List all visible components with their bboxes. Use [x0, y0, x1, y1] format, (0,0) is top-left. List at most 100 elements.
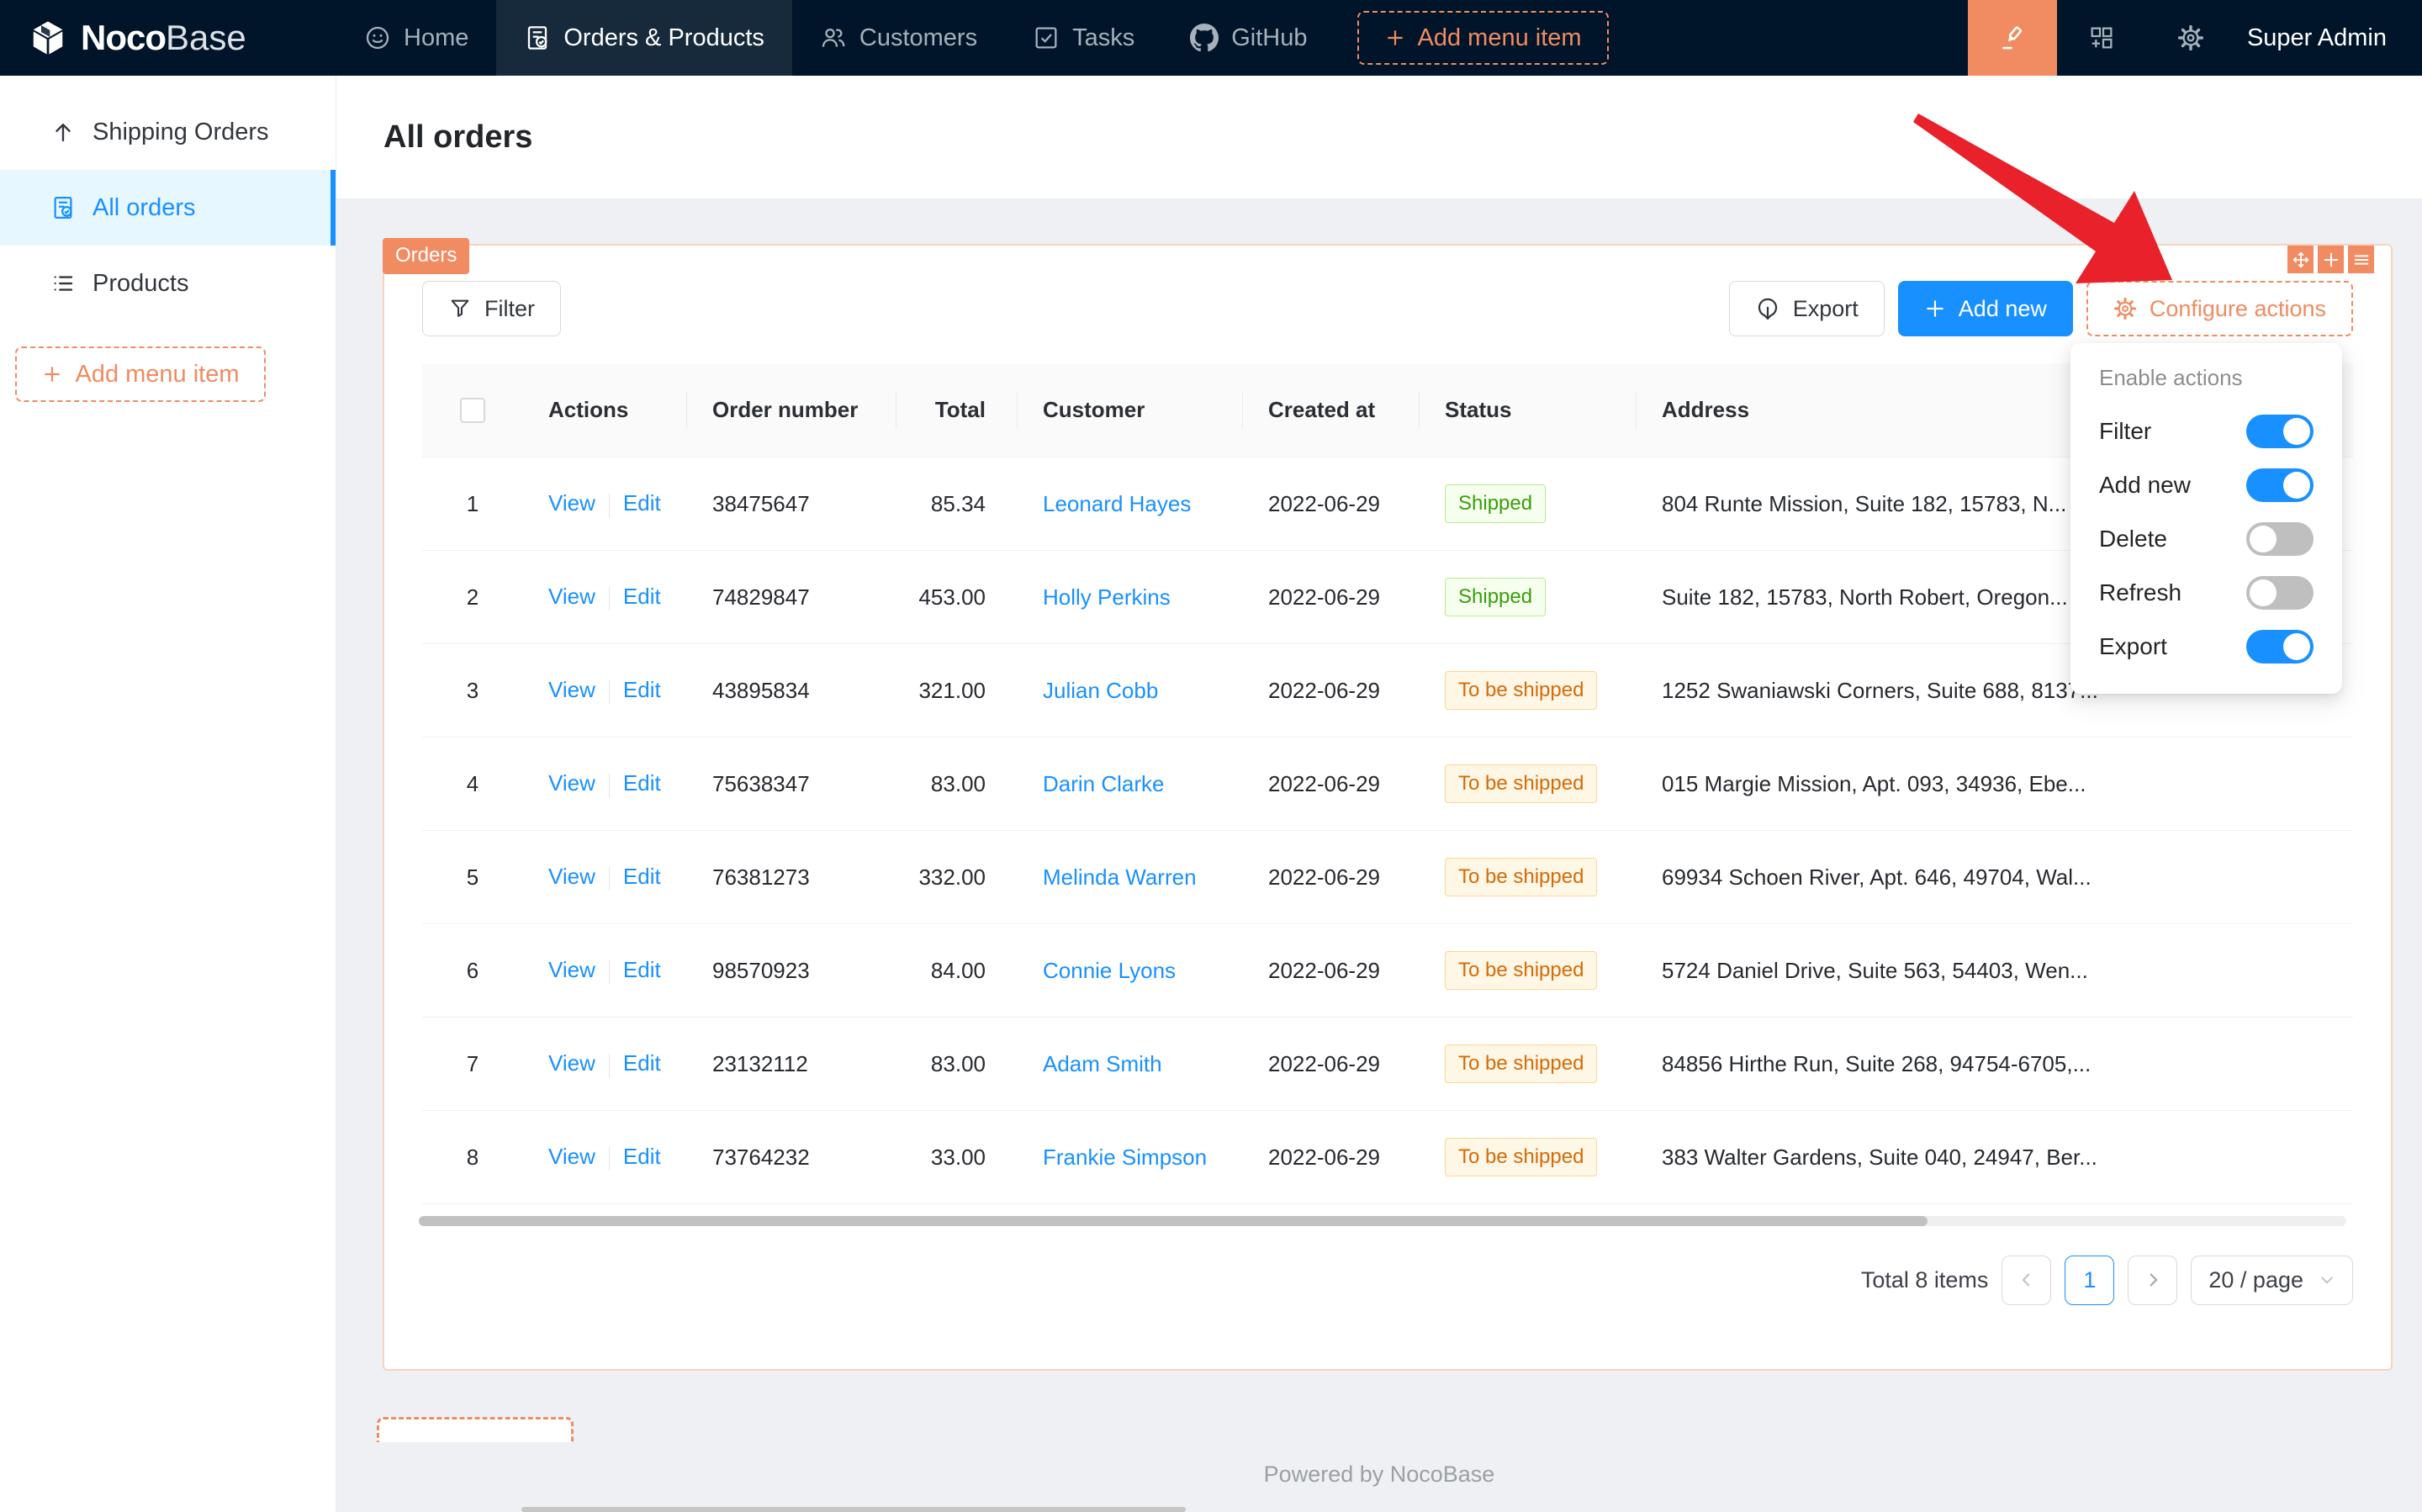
add-menu-item-label: Add menu item [1418, 24, 1582, 52]
nav-item-label: Customers [859, 24, 977, 52]
nav-item-label: Tasks [1072, 24, 1134, 52]
header-created-at: Created at [1243, 363, 1420, 457]
add-block-icon-button[interactable] [2318, 246, 2344, 273]
view-link[interactable]: View [548, 1144, 595, 1169]
edit-link[interactable]: Edit [623, 584, 661, 609]
sidebar-item-products[interactable]: Products [0, 246, 336, 321]
toggle-filter[interactable] [2246, 415, 2314, 448]
order-number-cell: 23132112 [687, 1051, 896, 1077]
view-link[interactable]: View [548, 864, 595, 889]
total-cell: 83.00 [896, 771, 1018, 797]
page-size-select[interactable]: 20 / page [2191, 1256, 2353, 1305]
nav-item-customers[interactable]: Customers [792, 0, 1005, 76]
edit-link[interactable]: Edit [623, 490, 661, 515]
configure-actions-label: Configure actions [2150, 296, 2326, 322]
drag-handle[interactable] [2287, 246, 2314, 273]
add-menu-item-label: Add menu item [75, 361, 239, 389]
customer-link[interactable]: Melinda Warren [1043, 864, 1197, 890]
dropdown-item-label: Add new [2099, 472, 2191, 499]
next-page-button[interactable] [2128, 1256, 2177, 1305]
view-link[interactable]: View [548, 677, 595, 702]
navbar-right: Super Admin [1968, 0, 2422, 76]
highlighter-icon [1998, 24, 2027, 52]
order-number-cell: 43895834 [687, 678, 896, 704]
sidebar: Shipping Orders All orders Products [0, 76, 336, 1512]
address-cell: 383 Walter Gardens, Suite 040, 24947, Be… [1637, 1145, 2356, 1171]
order-number-cell: 75638347 [687, 771, 896, 797]
view-link[interactable]: View [548, 957, 595, 982]
nav-item-tasks[interactable]: Tasks [1005, 0, 1162, 76]
edit-link[interactable]: Edit [623, 957, 661, 982]
edit-link[interactable]: Edit [623, 864, 661, 889]
top-navbar: NocoBase Home Orders & Products [0, 0, 2422, 76]
created-at-cell: 2022-06-29 [1243, 771, 1420, 797]
configure-actions-dropdown: Enable actions FilterAdd newDeleteRefres… [2070, 343, 2342, 694]
add-menu-item-button-top[interactable]: Add menu item [1357, 11, 1609, 65]
add-menu-item-button-sidebar[interactable]: Add menu item [15, 346, 266, 402]
order-number-cell: 98570923 [687, 958, 896, 984]
view-link[interactable]: View [548, 584, 595, 609]
toggle-delete[interactable] [2246, 522, 2314, 556]
page-number-button[interactable]: 1 [2065, 1256, 2114, 1305]
customer-cell: Darin Clarke [1018, 771, 1243, 797]
configure-actions-button[interactable]: Configure actions [2086, 281, 2353, 336]
nav-item-github[interactable]: GitHub [1162, 0, 1335, 76]
customer-link[interactable]: Adam Smith [1043, 1051, 1162, 1076]
toggle-export[interactable] [2246, 630, 2314, 663]
nocobase-logo[interactable]: NocoBase [0, 18, 336, 58]
nav-item-orders-products[interactable]: Orders & Products [496, 0, 792, 76]
add-block-clip: Add block [377, 1417, 574, 1442]
table-row: 7ViewEdit2313211283.00Adam Smith2022-06-… [422, 1018, 2353, 1111]
logo-cube-icon [29, 19, 67, 57]
sidebar-item-shipping-orders[interactable]: Shipping Orders [0, 94, 336, 170]
add-new-button[interactable]: Add new [1898, 281, 2073, 336]
status-badge: Shipped [1445, 578, 1546, 616]
customer-link[interactable]: Frankie Simpson [1043, 1145, 1207, 1170]
settings-button[interactable] [2146, 0, 2235, 76]
filter-button[interactable]: Filter [422, 281, 561, 336]
customer-link[interactable]: Holly Perkins [1043, 584, 1171, 610]
header-actions: Actions [523, 363, 687, 457]
toggle-add-new[interactable] [2246, 468, 2314, 502]
plugin-manager-button[interactable] [2057, 0, 2146, 76]
sidebar-item-all-orders[interactable]: All orders [0, 170, 336, 246]
row-actions: View Edit [523, 490, 687, 516]
created-at-cell: 2022-06-29 [1243, 584, 1420, 611]
edit-link[interactable]: Edit [623, 1144, 661, 1169]
customer-cell: Adam Smith [1018, 1051, 1243, 1077]
brand-noco: Noco [81, 18, 166, 57]
export-button[interactable]: Export [1729, 281, 1885, 336]
powered-by-footer: Powered by NocoBase [336, 1462, 2422, 1488]
view-link[interactable]: View [548, 770, 595, 796]
row-actions: View Edit [523, 957, 687, 983]
status-cell: To be shipped [1420, 858, 1637, 896]
edit-link[interactable]: Edit [623, 677, 661, 702]
edit-link[interactable]: Edit [623, 770, 661, 796]
view-link[interactable]: View [548, 1050, 595, 1076]
row-actions: View Edit [523, 677, 687, 703]
page-title: All orders [383, 119, 532, 156]
ui-editor-button[interactable] [1968, 0, 2057, 76]
block-menu-button[interactable] [2348, 246, 2374, 273]
total-cell: 453.00 [896, 584, 1018, 611]
page-scrollbar-thumb[interactable] [521, 1507, 1186, 1512]
orders-table: Actions Order number Total Customer Crea… [422, 363, 2353, 1204]
previous-page-button[interactable] [2002, 1256, 2051, 1305]
row-index: 7 [422, 1051, 523, 1077]
created-at-cell: 2022-06-29 [1243, 491, 1420, 517]
toggle-refresh[interactable] [2246, 576, 2314, 610]
customer-link[interactable]: Julian Cobb [1043, 678, 1158, 703]
status-badge: To be shipped [1445, 764, 1597, 803]
row-actions: View Edit [523, 1050, 687, 1076]
add-block-button[interactable]: Add block [377, 1417, 574, 1442]
scrollbar-thumb[interactable] [419, 1216, 1928, 1226]
edit-link[interactable]: Edit [623, 1050, 661, 1076]
select-all-checkbox[interactable] [460, 398, 485, 423]
customer-link[interactable]: Darin Clarke [1043, 771, 1165, 796]
current-user[interactable]: Super Admin [2235, 24, 2422, 52]
customer-link[interactable]: Leonard Hayes [1043, 491, 1191, 516]
nav-item-home[interactable]: Home [336, 0, 496, 76]
customer-link[interactable]: Connie Lyons [1043, 958, 1176, 983]
order-number-cell: 73764232 [687, 1145, 896, 1171]
view-link[interactable]: View [548, 490, 595, 515]
